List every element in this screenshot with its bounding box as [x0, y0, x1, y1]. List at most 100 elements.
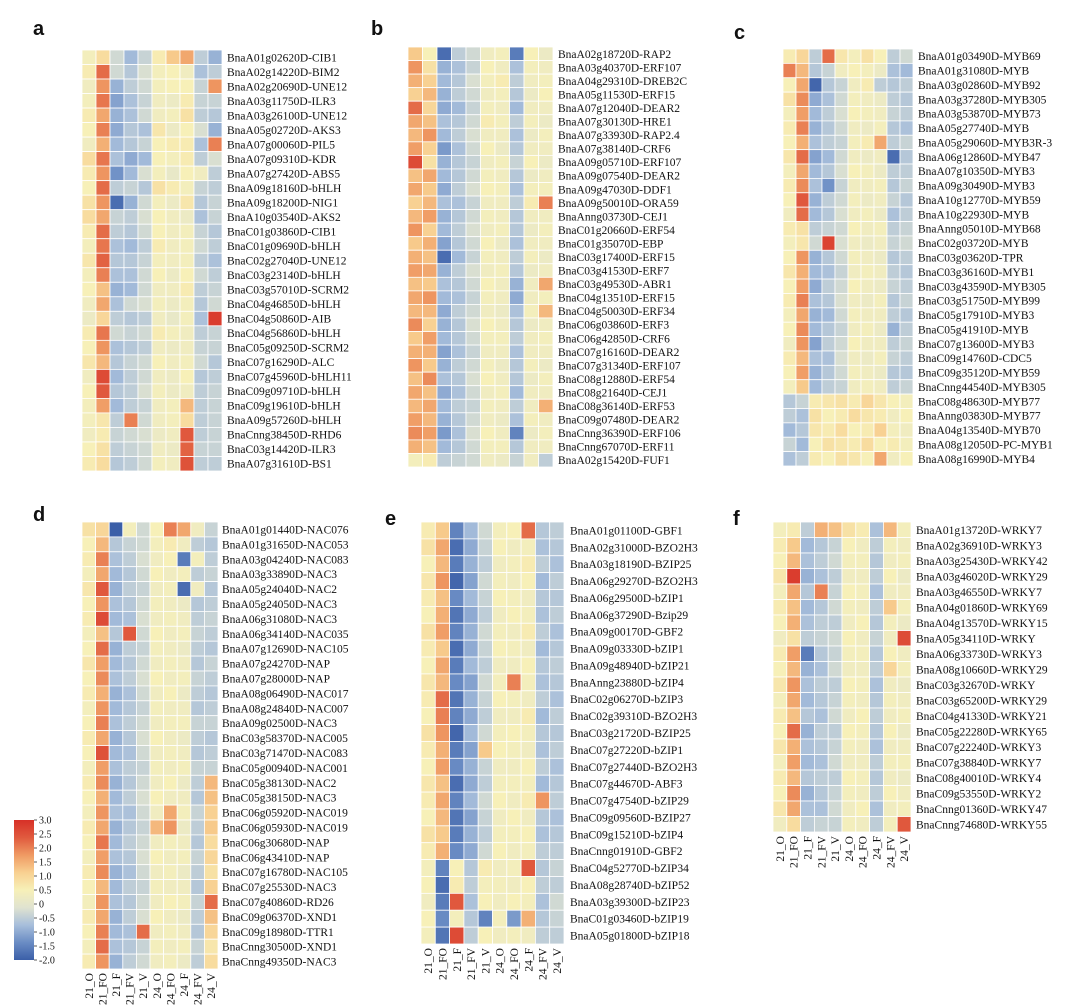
- heatmap-cell: [81, 938, 97, 955]
- heatmap-cell: [135, 640, 151, 657]
- heatmap-cell: [81, 774, 97, 791]
- heatmap-cell: [847, 436, 862, 453]
- heatmap-cell: [95, 700, 110, 717]
- heatmap-cell: [492, 741, 508, 759]
- heatmap-cell: [151, 122, 167, 138]
- heatmap-cell: [492, 859, 508, 877]
- heatmap-cell: [190, 774, 205, 791]
- row-label: BnaC03g71470D-NAC083: [222, 748, 348, 760]
- heatmap-cell: [451, 46, 467, 61]
- heatmap-cell: [535, 589, 551, 607]
- heatmap-cell: [190, 521, 205, 538]
- heatmap-cell: [772, 537, 788, 554]
- heatmap-cell: [149, 521, 165, 538]
- heatmap-cell: [873, 106, 888, 122]
- heatmap-cell: [207, 93, 223, 109]
- heatmap-cell: [420, 842, 436, 860]
- row-label: BnaC03g14420D-ILR3: [227, 444, 336, 456]
- heatmap-cell: [95, 310, 111, 327]
- row-label: BnaC03g21720D-BZIP25: [570, 728, 691, 740]
- heatmap-cell: [886, 364, 901, 381]
- heatmap-cell: [480, 371, 496, 387]
- row-label: BnaA03g26100D-UNE12: [227, 110, 347, 122]
- heatmap-cell: [449, 673, 465, 692]
- heatmap-cell: [81, 596, 97, 612]
- heatmap-cell: [81, 581, 97, 597]
- heatmap-cell: [420, 572, 436, 590]
- heatmap-cell: [814, 754, 829, 771]
- heatmap-cell: [847, 278, 862, 294]
- heatmap-cell: [95, 774, 110, 791]
- row-label: BnaA10g22930D-MYB: [918, 209, 1029, 221]
- heatmap-cell: [549, 892, 565, 911]
- heatmap-cell: [451, 100, 467, 116]
- heatmap-cell: [886, 307, 901, 323]
- heatmap-cell: [436, 371, 452, 387]
- row-label: BnaA08g10660D-WRKY29: [916, 664, 1048, 676]
- heatmap-cell: [193, 383, 209, 399]
- heatmap-cell: [523, 141, 539, 156]
- heatmap-cell: [203, 536, 219, 553]
- row-label: BnaC01g20660D-ERF54: [558, 225, 675, 237]
- row-label: BnaC04g50030D-ERF34: [558, 306, 675, 318]
- heatmap-cell: [165, 136, 181, 153]
- heatmap-cell: [135, 566, 151, 583]
- row-label: BnaA02g31000D-BZO2H3: [570, 542, 698, 554]
- heatmap-cell: [95, 715, 110, 732]
- heatmap-cell: [509, 331, 525, 346]
- heatmap-cell: [436, 385, 452, 400]
- heatmap-cell: [509, 127, 525, 143]
- heatmap-cell: [827, 692, 843, 709]
- heatmap-cell: [407, 60, 423, 75]
- heatmap-cell: [873, 134, 888, 151]
- row-label: BnaC09g35120D-MYB59: [918, 368, 1040, 380]
- heatmap-cell: [535, 892, 551, 911]
- heatmap-cell: [896, 785, 912, 802]
- heatmap-cell: [434, 656, 450, 675]
- heatmap-cell: [407, 276, 423, 292]
- heatmap-cell: [827, 754, 843, 771]
- heatmap-cell: [477, 892, 493, 911]
- heatmap-cell: [179, 354, 195, 370]
- heatmap-cell: [886, 379, 901, 395]
- heatmap-cell: [109, 325, 125, 341]
- heatmap-cell: [821, 192, 836, 208]
- heatmap-cell: [151, 136, 167, 153]
- heatmap-cell: [834, 206, 849, 222]
- heatmap-cell: [463, 521, 479, 540]
- heatmap-cell: [821, 408, 836, 424]
- heatmap-cell: [108, 745, 124, 761]
- heatmap-cell: [434, 791, 450, 810]
- heatmap-cell: [108, 655, 124, 672]
- heatmap-cell: [847, 134, 862, 151]
- heatmap-cell: [782, 120, 797, 136]
- row-label: BnaC09g14760D-CDC5: [918, 353, 1032, 365]
- heatmap-cell: [465, 209, 481, 224]
- heatmap-cell: [477, 791, 493, 810]
- heatmap-cell: [151, 368, 167, 385]
- row-label: BnaA07g00060D-PIL5: [227, 139, 335, 151]
- heatmap-cell: [149, 596, 165, 612]
- heatmap-cell: [494, 168, 510, 183]
- heatmap-cell: [149, 774, 165, 791]
- heatmap-cell: [827, 599, 843, 616]
- heatmap-cell: [808, 149, 823, 165]
- heatmap-cell: [465, 195, 481, 210]
- heatmap-cell: [523, 209, 539, 224]
- row-label: BnaA09g07540D-DEAR2: [558, 171, 680, 183]
- heatmap-cell: [494, 398, 510, 414]
- heatmap-cell: [883, 754, 898, 771]
- heatmap-cell: [494, 453, 510, 468]
- heatmap-cell: [451, 209, 467, 224]
- heatmap-cell: [135, 938, 151, 955]
- row-label: BnaA10g12770D-MYB59: [918, 195, 1041, 207]
- row-label: BnaC03g23140D-bHLH: [227, 270, 341, 282]
- heatmap-cell: [176, 849, 192, 866]
- heatmap-cell: [463, 741, 479, 759]
- heatmap-cell: [407, 236, 423, 251]
- heatmap-cell: [827, 568, 843, 585]
- heatmap-cell: [480, 398, 496, 414]
- heatmap-cell: [855, 630, 870, 647]
- heatmap-cell: [847, 422, 862, 438]
- heatmap-cell: [808, 393, 823, 409]
